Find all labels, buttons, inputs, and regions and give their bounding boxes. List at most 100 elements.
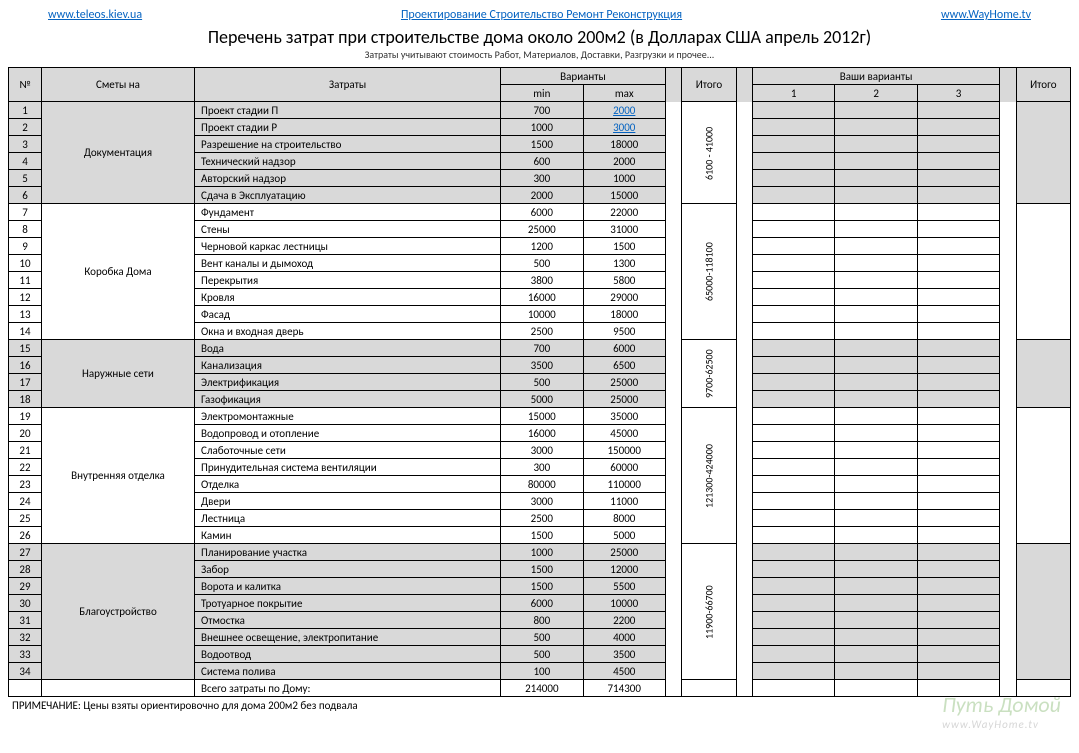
user-cell[interactable] [753,323,835,340]
user-cell[interactable] [835,612,917,629]
user-cell[interactable] [835,238,917,255]
user-cell[interactable] [753,442,835,459]
user-cell[interactable] [835,255,917,272]
user-cell[interactable] [917,442,999,459]
user-cell[interactable] [917,102,999,119]
user-cell[interactable] [753,612,835,629]
user-cell[interactable] [917,629,999,646]
user-cell[interactable] [917,238,999,255]
user-cell[interactable] [753,289,835,306]
user-cell[interactable] [753,561,835,578]
user-cell[interactable] [753,187,835,204]
user-cell[interactable] [753,170,835,187]
user-cell[interactable] [753,510,835,527]
user-cell[interactable] [753,340,835,357]
user-cell[interactable] [753,136,835,153]
user-cell[interactable] [753,476,835,493]
user-cell[interactable] [917,255,999,272]
user-cell[interactable] [917,612,999,629]
user-cell[interactable] [753,255,835,272]
user-cell[interactable] [835,136,917,153]
user-cell[interactable] [835,153,917,170]
user-cell[interactable] [753,391,835,408]
user-cell[interactable] [835,374,917,391]
user-cell[interactable] [835,544,917,561]
user-cell[interactable] [753,306,835,323]
user-cell[interactable] [835,510,917,527]
user-cell[interactable] [835,102,917,119]
user-cell[interactable] [917,425,999,442]
user-cell[interactable] [753,544,835,561]
user-cell[interactable] [835,272,917,289]
user-cell[interactable] [917,510,999,527]
user-cell[interactable] [917,493,999,510]
user-cell[interactable] [753,663,835,680]
link-right[interactable]: www.WayHome.tv [941,8,1031,22]
user-cell[interactable] [753,425,835,442]
user-cell[interactable] [917,306,999,323]
user-cell[interactable] [917,646,999,663]
user-cell[interactable] [835,170,917,187]
user-cell[interactable] [753,595,835,612]
user-cell[interactable] [917,221,999,238]
user-cell[interactable] [835,493,917,510]
user-cell[interactable] [835,663,917,680]
user-cell[interactable] [753,238,835,255]
user-cell[interactable] [917,374,999,391]
user-cell[interactable] [835,391,917,408]
user-cell[interactable] [835,187,917,204]
user-cell[interactable] [917,187,999,204]
user-cell[interactable] [835,408,917,425]
user-cell[interactable] [753,493,835,510]
user-cell[interactable] [917,663,999,680]
user-cell[interactable] [917,459,999,476]
user-cell[interactable] [753,408,835,425]
user-cell[interactable] [835,119,917,136]
user-cell[interactable] [753,221,835,238]
link-center[interactable]: Проектирование Строительство Ремонт Реко… [401,8,682,22]
user-cell[interactable] [753,272,835,289]
user-cell[interactable] [753,459,835,476]
user-cell[interactable] [753,646,835,663]
user-cell[interactable] [753,119,835,136]
user-cell[interactable] [917,323,999,340]
user-cell[interactable] [917,204,999,221]
user-cell[interactable] [917,357,999,374]
user-cell[interactable] [835,323,917,340]
user-cell[interactable] [835,646,917,663]
user-cell[interactable] [753,374,835,391]
user-cell[interactable] [835,425,917,442]
user-cell[interactable] [835,629,917,646]
user-cell[interactable] [917,136,999,153]
cell-max[interactable]: 2000 [583,102,665,119]
user-cell[interactable] [835,221,917,238]
user-cell[interactable] [753,102,835,119]
user-cell[interactable] [753,578,835,595]
user-cell[interactable] [835,289,917,306]
user-cell[interactable] [917,408,999,425]
user-cell[interactable] [753,204,835,221]
user-cell[interactable] [835,527,917,544]
user-cell[interactable] [917,476,999,493]
user-cell[interactable] [917,544,999,561]
user-cell[interactable] [917,527,999,544]
cell-max[interactable]: 3000 [583,119,665,136]
user-cell[interactable] [835,459,917,476]
user-cell[interactable] [917,561,999,578]
user-cell[interactable] [917,153,999,170]
user-cell[interactable] [835,595,917,612]
user-cell[interactable] [917,272,999,289]
user-cell[interactable] [917,595,999,612]
user-cell[interactable] [753,153,835,170]
user-cell[interactable] [917,119,999,136]
user-cell[interactable] [835,442,917,459]
user-cell[interactable] [917,391,999,408]
user-cell[interactable] [753,527,835,544]
user-cell[interactable] [917,170,999,187]
user-cell[interactable] [753,357,835,374]
user-cell[interactable] [835,476,917,493]
user-cell[interactable] [835,561,917,578]
user-cell[interactable] [835,578,917,595]
user-cell[interactable] [835,357,917,374]
user-cell[interactable] [835,340,917,357]
